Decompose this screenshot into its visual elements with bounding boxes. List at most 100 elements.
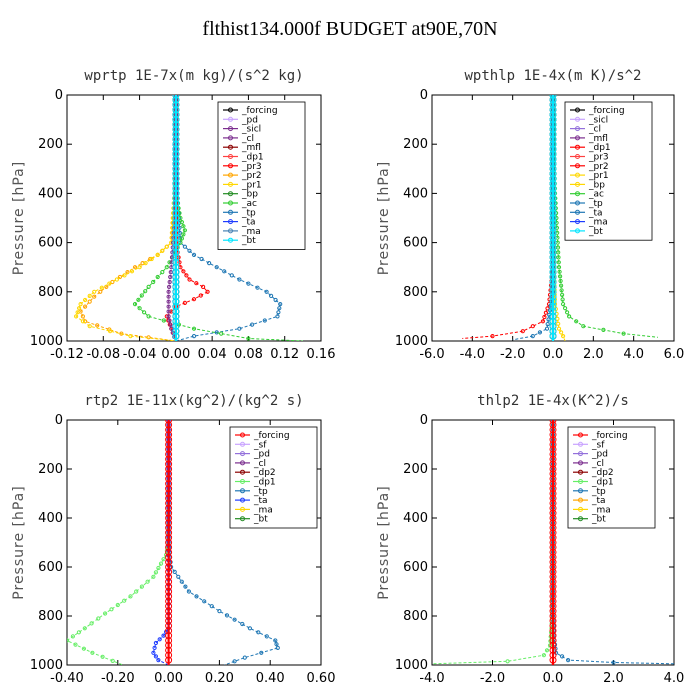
series-point: [155, 274, 160, 280]
series-point: [549, 475, 557, 483]
series-point: [549, 509, 557, 517]
panel-2: wpthlp 1E-4x(m K)/s^2 Pressure [hPa] -6.0 -…: [376, 68, 684, 362]
series-point: [114, 277, 120, 282]
series-point: [129, 269, 135, 274]
legend-label: _cl: [241, 134, 254, 144]
series-point: [165, 641, 173, 649]
series-point: [549, 445, 557, 453]
series-line-tp: [175, 95, 281, 341]
legend-marker: [228, 181, 233, 187]
series-point: [561, 302, 566, 307]
series-point: [549, 646, 557, 654]
y-tick-label: 800: [403, 609, 428, 624]
series-point: [240, 621, 245, 627]
legend-marker: [575, 126, 580, 132]
series-point: [87, 299, 92, 304]
series-point: [165, 573, 173, 581]
series-point: [156, 565, 161, 571]
x-tick-label: 0.12: [270, 347, 299, 362]
legend-box: [564, 101, 653, 241]
series-point: [191, 252, 197, 257]
series-point: [165, 632, 173, 640]
x-tick-label: 0.20: [205, 671, 234, 686]
series-point: [165, 539, 173, 546]
series-point: [277, 306, 282, 311]
series-point: [621, 331, 626, 336]
series-point: [83, 297, 88, 303]
y-tick-label: 800: [38, 285, 63, 300]
legend: _forcing_sicl_cl_mfl_dp1_pr3_pr2_pr1_bp_…: [564, 101, 653, 241]
legend-label: _pr1: [241, 180, 262, 190]
series-point: [558, 278, 563, 284]
y-tick-label: 600: [38, 236, 63, 251]
series-point: [549, 524, 557, 532]
series-point: [549, 494, 557, 502]
series-point: [237, 277, 242, 282]
series-point: [549, 578, 557, 586]
series-point: [165, 583, 173, 591]
series-point: [172, 199, 180, 207]
series-point: [172, 219, 180, 227]
series-point: [172, 248, 180, 256]
legend-marker: [578, 451, 583, 457]
series-point: [128, 594, 133, 599]
legend-marker: [578, 469, 583, 475]
series-point: [549, 253, 557, 261]
series-point: [172, 160, 180, 168]
series-point: [549, 612, 557, 620]
legend-label: _forcing: [588, 106, 625, 116]
x-tick-label: -4.0: [419, 671, 444, 686]
series-line-tp: [168, 420, 279, 665]
series-point: [558, 274, 563, 279]
series-point: [256, 630, 261, 635]
legend-label: _dp1: [588, 143, 611, 153]
series-point: [549, 303, 557, 311]
series-point: [172, 125, 180, 133]
series-line-dp1: [462, 95, 554, 339]
series-point: [142, 310, 147, 315]
series-point: [207, 261, 212, 266]
series-point: [544, 648, 550, 653]
series-point: [549, 568, 557, 576]
legend-label: _pr3: [241, 162, 262, 172]
legend-marker: [578, 479, 583, 484]
panel-4: thlp2 1E-4x(K^2)/s Pressure [hPa] -4.0 -2.0…: [376, 393, 684, 686]
legend-label: _bt: [253, 515, 268, 525]
series-point: [242, 655, 247, 660]
series-point: [165, 558, 173, 566]
series-point: [119, 331, 124, 336]
legend-label: _pr2: [588, 162, 609, 172]
series-point: [549, 539, 557, 546]
series-point: [81, 646, 87, 651]
series-point: [168, 322, 173, 327]
series-point: [549, 140, 557, 148]
series-point: [269, 293, 274, 298]
series-point: [137, 306, 142, 311]
legend-label: _ta: [588, 208, 603, 218]
series-point: [549, 258, 557, 266]
series-point: [214, 265, 219, 270]
x-tick-label: 6.0: [664, 347, 685, 362]
legend-label: _ac: [588, 190, 604, 200]
series-point: [217, 609, 222, 614]
series-point: [549, 283, 557, 291]
series-point: [566, 658, 571, 663]
series-point: [549, 465, 557, 473]
series-point: [549, 273, 557, 281]
series-point: [549, 420, 557, 424]
series-point: [555, 316, 560, 321]
series-point: [108, 329, 113, 334]
series-point: [172, 214, 180, 222]
series-point: [549, 106, 557, 114]
y-tick-label: 800: [38, 609, 63, 624]
series-point: [153, 654, 158, 659]
series-point: [549, 514, 557, 522]
x-tick-label: -0.40: [50, 671, 84, 686]
legend-label: _ac: [241, 199, 257, 209]
series-point: [152, 645, 157, 651]
series-point: [165, 553, 173, 561]
series-point: [75, 310, 80, 315]
y-tick-label: 800: [403, 285, 428, 300]
series-point: [172, 175, 180, 183]
